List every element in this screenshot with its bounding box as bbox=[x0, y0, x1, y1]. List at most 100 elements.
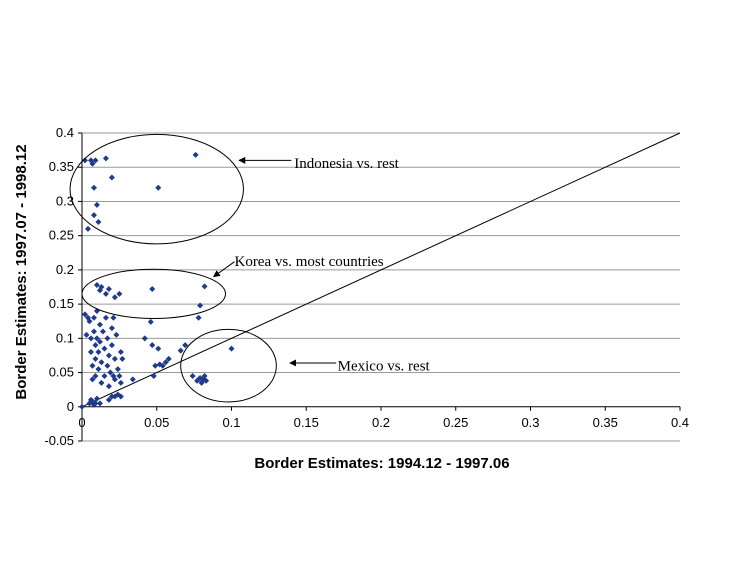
data-point-13 bbox=[192, 151, 199, 158]
data-point-62 bbox=[114, 366, 121, 373]
data-point-16 bbox=[98, 284, 105, 290]
data-point-37 bbox=[92, 372, 99, 379]
data-point-57 bbox=[110, 314, 117, 321]
annotation-label-korea: Korea vs. most countries bbox=[234, 254, 383, 270]
data-point-44 bbox=[98, 379, 105, 386]
y-tick-label-7: 0.3 bbox=[56, 193, 74, 208]
data-points bbox=[79, 151, 235, 410]
data-point-91 bbox=[182, 342, 189, 349]
gridlines bbox=[82, 132, 680, 442]
data-point-36 bbox=[92, 355, 99, 362]
data-point-47 bbox=[101, 345, 108, 352]
y-tick-label-4: 0.15 bbox=[49, 296, 74, 311]
data-point-79 bbox=[129, 376, 136, 383]
data-point-100 bbox=[228, 345, 235, 352]
data-point-65 bbox=[117, 379, 124, 386]
data-point-29 bbox=[87, 335, 94, 342]
data-point-18 bbox=[105, 286, 112, 293]
data-point-85 bbox=[155, 345, 162, 352]
data-point-50 bbox=[104, 335, 111, 342]
data-point-80 bbox=[141, 335, 148, 342]
data-point-0 bbox=[79, 403, 85, 410]
data-point-1 bbox=[81, 157, 88, 164]
data-point-78 bbox=[117, 393, 124, 400]
data-point-46 bbox=[99, 328, 106, 335]
data-point-83 bbox=[150, 372, 157, 379]
data-point-4 bbox=[89, 160, 96, 167]
data-point-88 bbox=[162, 359, 169, 366]
data-point-10 bbox=[102, 155, 109, 162]
y-tick-label-5: 0.2 bbox=[56, 262, 74, 277]
data-point-84 bbox=[152, 362, 159, 369]
data-point-59 bbox=[111, 355, 118, 362]
data-point-12 bbox=[155, 184, 162, 191]
data-point-48 bbox=[101, 372, 108, 379]
data-point-53 bbox=[105, 383, 112, 390]
data-point-63 bbox=[116, 372, 123, 379]
data-point-90 bbox=[177, 347, 184, 354]
annotation-ellipse-mexico bbox=[180, 328, 277, 403]
data-point-71 bbox=[92, 400, 99, 407]
x-tick-label-1: 0.05 bbox=[144, 415, 169, 430]
data-point-23 bbox=[197, 302, 204, 309]
data-point-92 bbox=[189, 372, 196, 379]
data-point-74 bbox=[105, 396, 112, 403]
data-point-98 bbox=[201, 372, 208, 379]
y-tick-label-1: 0 bbox=[67, 399, 74, 414]
data-point-66 bbox=[119, 355, 126, 362]
x-tick-label-8: 0.4 bbox=[671, 415, 689, 430]
data-point-30 bbox=[87, 349, 94, 356]
axes bbox=[78, 132, 681, 442]
data-point-20 bbox=[116, 290, 123, 297]
data-point-22 bbox=[195, 314, 202, 321]
data-point-17 bbox=[102, 290, 109, 297]
data-point-51 bbox=[104, 362, 111, 369]
data-point-28 bbox=[86, 318, 93, 325]
x-tick-label-6: 0.3 bbox=[521, 415, 539, 430]
data-point-60 bbox=[111, 376, 118, 383]
y-tick-label-0: -0.05 bbox=[44, 433, 74, 448]
data-point-73 bbox=[96, 400, 103, 407]
x-tick-labels: 0 0.05 0.1 0.15 0.2 0.25 0.3 0.35 0.4 bbox=[78, 415, 689, 430]
data-point-8 bbox=[93, 201, 100, 208]
data-point-6 bbox=[90, 212, 97, 219]
data-point-5 bbox=[90, 184, 97, 191]
reference-line bbox=[81, 132, 681, 408]
x-tick-label-0: 0 bbox=[78, 415, 85, 430]
data-point-25 bbox=[81, 311, 88, 318]
data-point-14 bbox=[93, 281, 100, 288]
data-point-72 bbox=[93, 395, 100, 402]
y-tick-label-6: 0.25 bbox=[49, 228, 74, 243]
annotation-arrow-korea bbox=[212, 261, 235, 278]
data-point-89 bbox=[165, 355, 172, 362]
x-tick-label-3: 0.15 bbox=[294, 415, 319, 430]
data-point-54 bbox=[107, 369, 114, 376]
y-tick-label-9: 0.4 bbox=[56, 125, 74, 140]
x-tick-label-4: 0.2 bbox=[372, 415, 390, 430]
data-point-21 bbox=[149, 286, 156, 293]
x-tick-label-5: 0.25 bbox=[443, 415, 468, 430]
x-axis-title: Border Estimates: 1994.12 - 1997.06 bbox=[254, 455, 509, 472]
data-point-31 bbox=[89, 362, 96, 369]
annotation-ellipse-korea bbox=[81, 268, 227, 319]
data-point-7 bbox=[92, 157, 99, 164]
y-tick-label-8: 0.35 bbox=[49, 159, 74, 174]
data-point-87 bbox=[159, 362, 166, 369]
data-point-43 bbox=[96, 338, 103, 345]
data-point-35 bbox=[92, 342, 99, 349]
data-point-82 bbox=[149, 342, 156, 349]
x-tick-label-2: 0.1 bbox=[222, 415, 240, 430]
data-point-34 bbox=[90, 328, 97, 335]
data-point-56 bbox=[108, 342, 115, 349]
data-point-61 bbox=[113, 331, 120, 338]
data-point-39 bbox=[93, 335, 100, 342]
data-point-9 bbox=[95, 218, 102, 225]
annotation-label-mexico: Mexico vs. rest bbox=[338, 359, 431, 375]
data-point-52 bbox=[105, 352, 112, 359]
data-point-64 bbox=[117, 349, 124, 356]
data-point-55 bbox=[108, 325, 115, 332]
data-point-32 bbox=[89, 376, 96, 383]
data-point-26 bbox=[83, 331, 90, 338]
data-point-42 bbox=[96, 321, 103, 328]
